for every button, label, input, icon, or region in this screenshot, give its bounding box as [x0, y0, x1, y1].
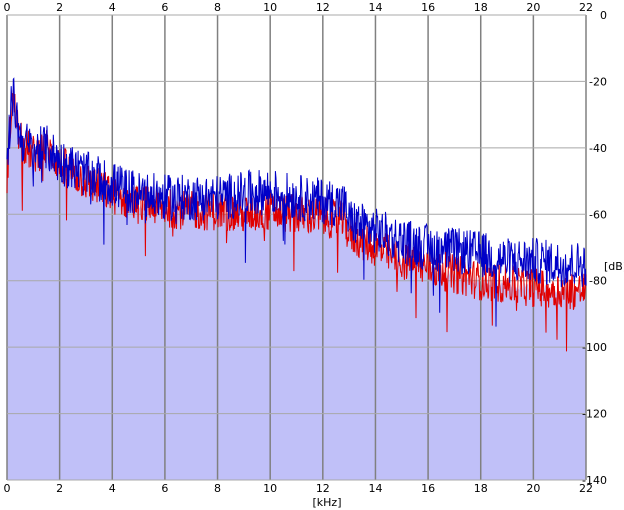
x-tick-label-top: 10 — [263, 1, 277, 14]
x-tick-label-top: 22 — [579, 1, 593, 14]
red-spectrum-line — [6, 89, 587, 352]
y-tick-label: -100 — [582, 341, 607, 354]
x-tick-label-bottom: 8 — [214, 482, 221, 495]
x-tick-label-bottom: 14 — [368, 482, 382, 495]
x-tick-label-top: 0 — [4, 1, 11, 14]
x-tick-label-bottom: 4 — [109, 482, 116, 495]
x-tick-label-top: 4 — [109, 1, 116, 14]
y-tick-label: -60 — [589, 208, 607, 221]
y-tick-label: 0 — [600, 9, 607, 22]
x-tick-label-top: 8 — [214, 1, 221, 14]
y-tick-label: -40 — [589, 142, 607, 155]
line-layer — [6, 77, 587, 352]
x-axis-label: [kHz] — [313, 496, 342, 509]
x-tick-label-top: 14 — [368, 1, 382, 14]
x-tick-label-bottom: 12 — [316, 482, 330, 495]
y-tick-label: -20 — [589, 75, 607, 88]
y-tick-label: -80 — [589, 275, 607, 288]
x-tick-label-top: 18 — [474, 1, 488, 14]
x-tick-label-top: 20 — [526, 1, 540, 14]
x-tick-label-bottom: 0 — [4, 482, 11, 495]
x-tick-label-top: 6 — [161, 1, 168, 14]
x-tick-label-top: 12 — [316, 1, 330, 14]
blue-spectrum-line — [6, 77, 587, 327]
x-tick-label-bottom: 10 — [263, 482, 277, 495]
x-tick-label-bottom: 6 — [161, 482, 168, 495]
x-tick-label-bottom: 16 — [421, 482, 435, 495]
area-layer — [7, 95, 586, 480]
y-axis-label: [dB] — [604, 260, 624, 273]
x-tick-label-bottom: 18 — [474, 482, 488, 495]
x-tick-label-top: 16 — [421, 1, 435, 14]
x-tick-label-bottom: 22 — [579, 482, 593, 495]
x-tick-label-bottom: 20 — [526, 482, 540, 495]
x-tick-label-top: 2 — [56, 1, 63, 14]
x-tick-label-bottom: 2 — [56, 482, 63, 495]
y-tick-label: -140 — [582, 474, 607, 487]
spectrum-area — [7, 95, 586, 480]
tick-label-layer: 002244668810101212141416161818202022220-… — [4, 1, 608, 495]
y-tick-label: -120 — [582, 408, 607, 421]
